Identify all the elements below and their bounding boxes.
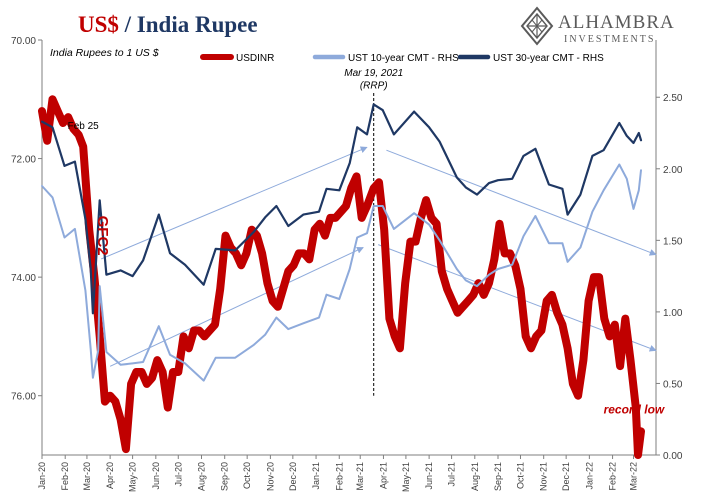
- x-tick-label: Feb-22: [608, 462, 618, 491]
- x-tick-label: Jan-22: [584, 462, 594, 490]
- x-tick-label: Jul-21: [447, 462, 457, 487]
- y-left-tick-label: 72.00: [11, 155, 36, 166]
- x-tick-label: Mar-21: [355, 462, 365, 491]
- legend-label: UST 30-year CMT - RHS: [493, 53, 604, 64]
- x-tick-label: Oct-20: [242, 462, 252, 489]
- x-tick-label: Aug-20: [196, 462, 206, 491]
- labels-layer: India Rupees to 1 US $ Feb 25 GFC2 Mar 19, …: [50, 47, 665, 417]
- x-tick-label: Jun-20: [151, 462, 161, 490]
- x-tick-label: Oct-21: [515, 462, 525, 489]
- x-tick-label: Jun-21: [424, 462, 434, 490]
- x-tick-label: Mar-20: [82, 462, 92, 491]
- legend-label: UST 10-year CMT - RHS: [348, 53, 459, 64]
- y-right-tick-label: 0.00: [663, 451, 683, 462]
- x-tick-label: Feb-21: [334, 462, 344, 491]
- legend: USDINR UST 10-year CMT - RHS UST 30-year C…: [200, 53, 604, 64]
- x-tick-label: Aug-21: [470, 462, 480, 491]
- series-line: [38, 95, 645, 459]
- y-right-tick-label: 2.00: [663, 165, 683, 176]
- x-tick-label: Apr-20: [105, 462, 115, 489]
- x-tick-label: Jan-21: [311, 462, 321, 490]
- trend-arrow: [109, 247, 364, 367]
- chart-title: US$ / India Rupee: [78, 12, 258, 38]
- alhambra-logo: ALHAMBRA INVESTMENTS: [520, 6, 700, 50]
- y-left-tick-label: 74.00: [11, 273, 36, 284]
- x-tick-label: Nov-20: [265, 462, 275, 491]
- y-right-tick-label: 2.50: [663, 93, 683, 104]
- x-tick-label: Apr-21: [378, 462, 388, 489]
- y-right-tick-label: 1.50: [663, 236, 683, 247]
- title-separator: /: [118, 12, 137, 37]
- annotation-label: (RRP): [360, 81, 388, 92]
- trend-arrow: [386, 149, 657, 256]
- x-tick-label: Jan-20: [37, 462, 47, 490]
- y-left-tick-label: 76.00: [11, 392, 36, 403]
- x-tick-label: Nov-21: [539, 462, 549, 491]
- title-rupee: India Rupee: [136, 12, 258, 37]
- chart-subtitle: India Rupees to 1 US $: [50, 47, 159, 59]
- x-tick-label: Feb-20: [60, 462, 70, 491]
- logo-name: ALHAMBRA: [558, 12, 675, 33]
- annotation-label: Feb 25: [68, 121, 100, 132]
- y-left-tick-label: 70.00: [11, 36, 36, 47]
- logo-subtitle: INVESTMENTS: [564, 34, 656, 45]
- series-line: [41, 163, 642, 382]
- title-usd: US$: [78, 12, 119, 37]
- x-tick-label: Dec-21: [561, 462, 571, 491]
- trend-arrow: [100, 146, 368, 260]
- x-tick-label: Dec-20: [288, 462, 298, 491]
- annotation-label: GFC2: [94, 216, 111, 256]
- x-tick-label: May-21: [401, 462, 411, 492]
- x-tick-label: Sep-21: [493, 462, 503, 491]
- annotation-label: Mar 19, 2021: [344, 68, 403, 79]
- axes-layer: 70.00 72.00 74.00 76.00 0.00 0.50 1.00 1.50 2.00…: [11, 36, 683, 492]
- y-right-tick-label: 0.50: [663, 379, 683, 390]
- x-tick-label: May-20: [128, 462, 138, 492]
- x-tick-label: Jul-20: [173, 462, 183, 487]
- annotation-label: record low: [604, 403, 665, 417]
- alhambra-diamond-icon: [520, 6, 554, 46]
- x-tick-label: Sep-20: [220, 462, 230, 491]
- series-line: [40, 103, 643, 315]
- y-right-tick-label: 1.00: [663, 308, 683, 319]
- legend-label: USDINR: [236, 53, 274, 64]
- x-tick-label: Mar-22: [629, 462, 639, 491]
- series-layer: [38, 95, 645, 459]
